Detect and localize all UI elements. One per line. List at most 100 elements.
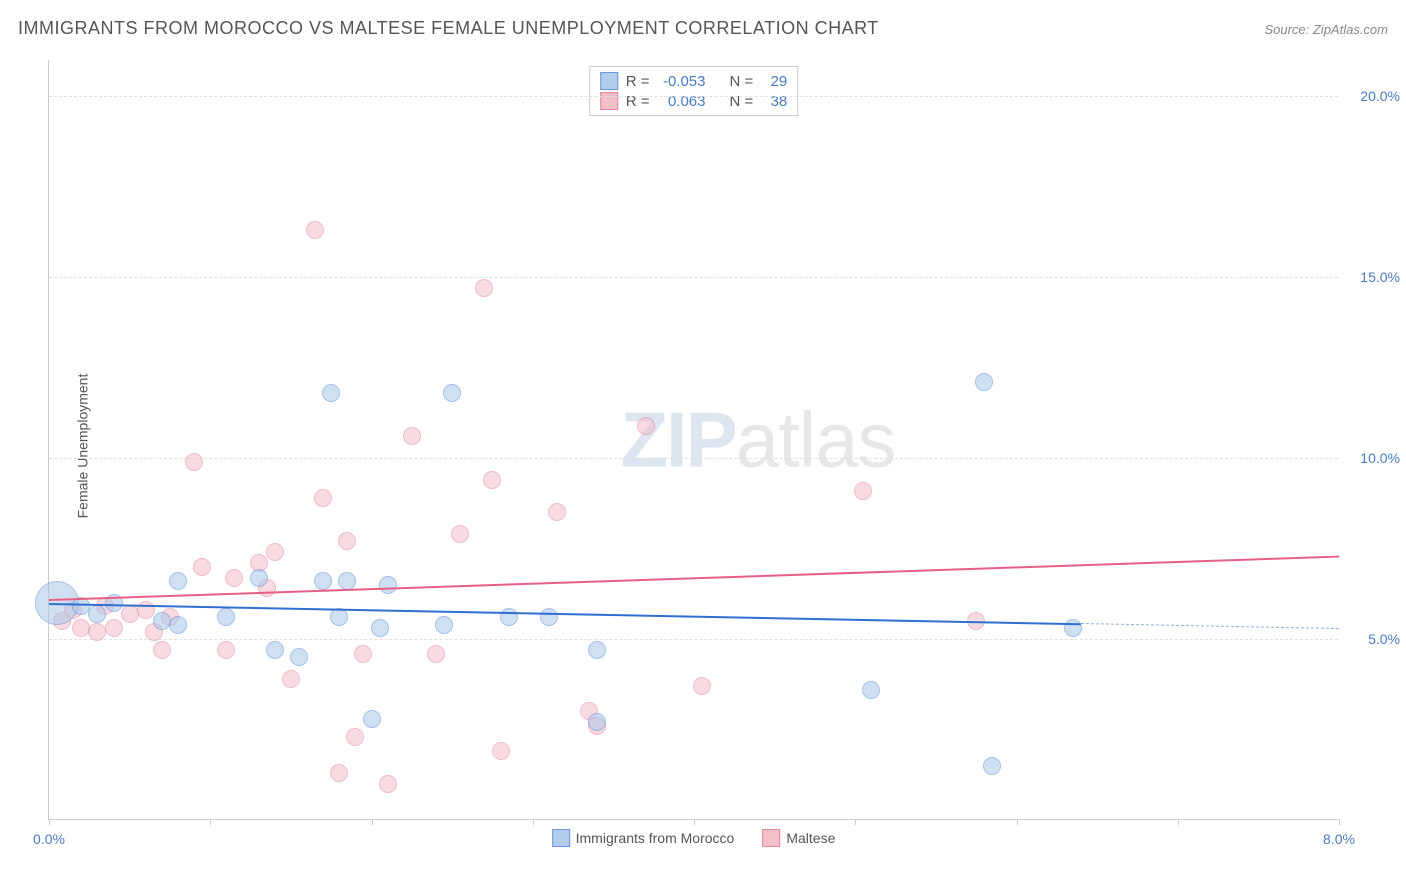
legend-swatch-maltese xyxy=(762,829,780,847)
gridline xyxy=(49,277,1338,278)
scatter-point-morocco xyxy=(983,757,1001,775)
legend-item-morocco: Immigrants from Morocco xyxy=(552,829,735,847)
scatter-point-maltese xyxy=(314,489,332,507)
r-value-morocco: -0.053 xyxy=(658,73,706,90)
n-value-morocco: 29 xyxy=(761,73,787,90)
scatter-point-maltese xyxy=(266,543,284,561)
x-tick xyxy=(1178,819,1179,825)
stats-row-morocco: R = -0.053 N = 29 xyxy=(600,71,788,91)
scatter-point-maltese xyxy=(338,532,356,550)
legend-label-maltese: Maltese xyxy=(786,830,835,846)
chart-plot-area: ZIPatlas R = -0.053 N = 29 R = 0.063 N =… xyxy=(48,60,1338,820)
swatch-maltese xyxy=(600,92,618,110)
x-tick xyxy=(49,819,50,825)
r-label: R = xyxy=(626,93,650,110)
y-tick-label: 10.0% xyxy=(1345,450,1400,466)
scatter-point-maltese xyxy=(330,764,348,782)
scatter-point-morocco xyxy=(314,572,332,590)
scatter-point-morocco xyxy=(588,713,606,731)
source-prefix: Source: xyxy=(1264,22,1312,37)
scatter-point-maltese xyxy=(306,221,324,239)
trend-line-morocco xyxy=(49,603,1081,625)
scatter-point-maltese xyxy=(346,728,364,746)
x-tick-label-right: 8.0% xyxy=(1323,831,1355,847)
correlation-stats-box: R = -0.053 N = 29 R = 0.063 N = 38 xyxy=(589,66,799,116)
scatter-point-maltese xyxy=(492,742,510,760)
watermark-zip: ZIP xyxy=(620,395,735,483)
scatter-point-maltese xyxy=(185,453,203,471)
scatter-point-morocco xyxy=(1064,619,1082,637)
scatter-point-morocco xyxy=(153,612,171,630)
scatter-point-maltese xyxy=(483,471,501,489)
chart-title: IMMIGRANTS FROM MOROCCO VS MALTESE FEMAL… xyxy=(18,18,879,39)
x-tick xyxy=(1017,819,1018,825)
n-label: N = xyxy=(730,73,754,90)
y-tick-label: 15.0% xyxy=(1345,269,1400,285)
legend-label-morocco: Immigrants from Morocco xyxy=(576,830,735,846)
scatter-point-morocco xyxy=(540,608,558,626)
chart-source: Source: ZipAtlas.com xyxy=(1264,22,1388,37)
scatter-point-maltese xyxy=(105,619,123,637)
r-label: R = xyxy=(626,73,650,90)
scatter-point-morocco xyxy=(379,576,397,594)
scatter-point-morocco xyxy=(217,608,235,626)
scatter-point-maltese xyxy=(354,645,372,663)
scatter-point-morocco xyxy=(975,373,993,391)
scatter-point-morocco xyxy=(588,641,606,659)
x-tick xyxy=(1339,819,1340,825)
scatter-point-morocco xyxy=(169,616,187,634)
scatter-point-maltese xyxy=(693,677,711,695)
scatter-point-maltese xyxy=(379,775,397,793)
x-tick xyxy=(533,819,534,825)
r-value-maltese: 0.063 xyxy=(658,93,706,110)
scatter-point-maltese xyxy=(427,645,445,663)
scatter-point-morocco xyxy=(371,619,389,637)
gridline xyxy=(49,639,1338,640)
source-name: ZipAtlas.com xyxy=(1313,22,1388,37)
scatter-point-morocco xyxy=(322,384,340,402)
watermark-atlas: atlas xyxy=(736,395,896,483)
n-value-maltese: 38 xyxy=(761,93,787,110)
scatter-point-morocco xyxy=(443,384,461,402)
gridline xyxy=(49,458,1338,459)
scatter-point-morocco xyxy=(363,710,381,728)
scatter-point-maltese xyxy=(225,569,243,587)
scatter-point-morocco xyxy=(88,605,106,623)
y-tick-label: 20.0% xyxy=(1345,88,1400,104)
scatter-point-morocco xyxy=(338,572,356,590)
x-tick-label-left: 0.0% xyxy=(33,831,65,847)
scatter-point-maltese xyxy=(475,279,493,297)
scatter-point-maltese xyxy=(854,482,872,500)
scatter-point-maltese xyxy=(451,525,469,543)
scatter-point-morocco xyxy=(169,572,187,590)
scatter-point-morocco xyxy=(266,641,284,659)
scatter-point-maltese xyxy=(548,503,566,521)
legend: Immigrants from Morocco Maltese xyxy=(552,829,836,847)
legend-item-maltese: Maltese xyxy=(762,829,835,847)
gridline xyxy=(49,96,1338,97)
legend-swatch-morocco xyxy=(552,829,570,847)
scatter-point-maltese xyxy=(72,619,90,637)
scatter-point-morocco xyxy=(862,681,880,699)
x-tick xyxy=(694,819,695,825)
swatch-morocco xyxy=(600,72,618,90)
y-tick-label: 5.0% xyxy=(1345,631,1400,647)
scatter-point-maltese xyxy=(153,641,171,659)
scatter-point-morocco xyxy=(330,608,348,626)
scatter-point-morocco xyxy=(290,648,308,666)
stats-row-maltese: R = 0.063 N = 38 xyxy=(600,91,788,111)
scatter-point-morocco xyxy=(250,569,268,587)
scatter-point-maltese xyxy=(282,670,300,688)
n-label: N = xyxy=(730,93,754,110)
x-tick xyxy=(372,819,373,825)
x-tick xyxy=(855,819,856,825)
x-tick xyxy=(210,819,211,825)
trend-line-morocco xyxy=(1081,623,1339,629)
scatter-point-maltese xyxy=(403,427,421,445)
scatter-point-maltese xyxy=(217,641,235,659)
scatter-point-morocco xyxy=(435,616,453,634)
chart-header: IMMIGRANTS FROM MOROCCO VS MALTESE FEMAL… xyxy=(18,18,1388,39)
scatter-point-maltese xyxy=(193,558,211,576)
watermark: ZIPatlas xyxy=(620,394,895,485)
scatter-point-maltese xyxy=(637,417,655,435)
